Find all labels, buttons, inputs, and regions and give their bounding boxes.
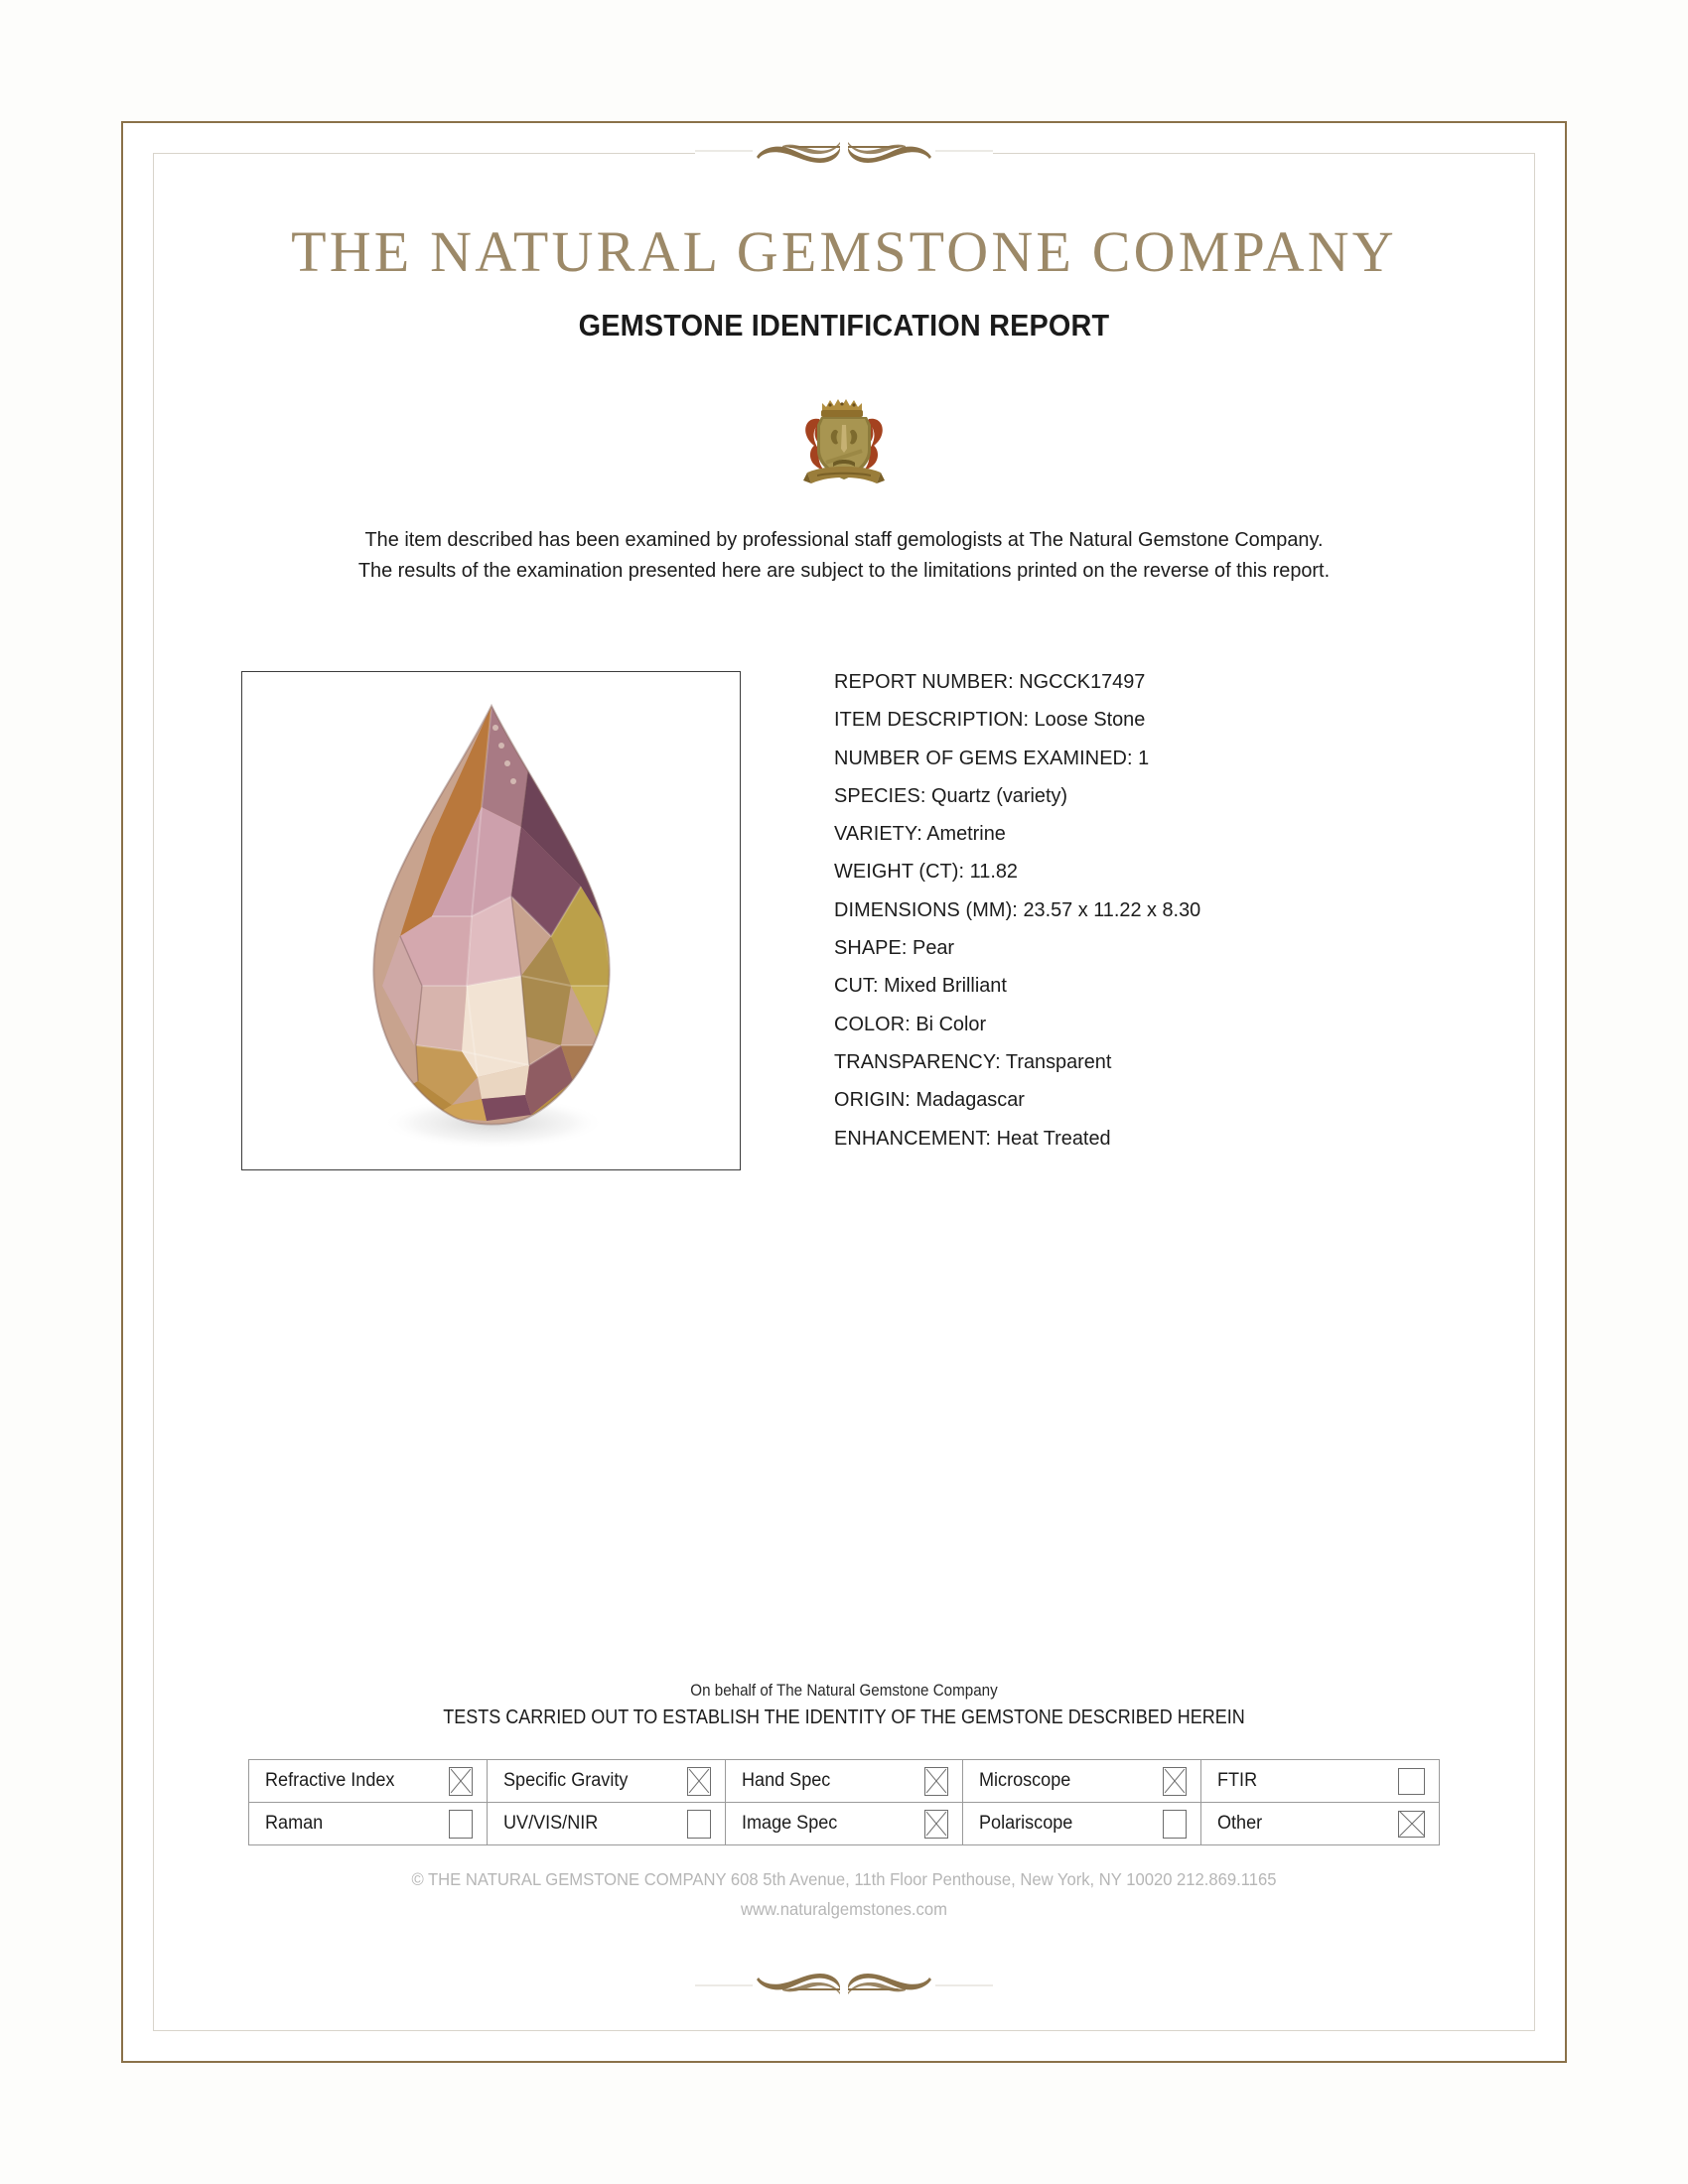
test-label: Microscope <box>979 1770 1071 1791</box>
spec-value: Heat Treated <box>996 1126 1111 1150</box>
bottom-flourish-ornament <box>695 1964 993 2007</box>
checkbox-polariscope[interactable] <box>1163 1809 1188 1839</box>
test-cell-microscope[interactable]: Microscope <box>962 1759 1202 1803</box>
spec-color: COLOR: Bi Color <box>834 1012 1431 1049</box>
report-title: GEMSTONE IDENTIFICATION REPORT <box>578 308 1110 342</box>
test-label: Image Spec <box>741 1813 837 1834</box>
on-behalf-line: On behalf of The Natural Gemstone Compan… <box>690 1682 998 1700</box>
spec-label: SPECIES: <box>834 783 926 807</box>
spec-value: 1 <box>1138 746 1150 769</box>
footer-website[interactable]: www.naturalgemstones.com <box>741 1899 947 1919</box>
spec-enhancement: ENHANCEMENT: Heat Treated <box>834 1126 1431 1163</box>
checkbox-specific-gravity[interactable] <box>686 1766 711 1796</box>
spec-report-number: REPORT NUMBER: NGCCK17497 <box>834 669 1431 707</box>
spec-origin: ORIGIN: Madagascar <box>834 1087 1431 1125</box>
spec-cut: CUT: Mixed Brilliant <box>834 973 1431 1011</box>
examination-disclaimer: The item described has been examined by … <box>26 524 1663 586</box>
spec-weight: WEIGHT (CT): 11.82 <box>834 859 1431 896</box>
checkbox-image-spec[interactable] <box>924 1809 949 1839</box>
spec-value: Quartz (variety) <box>931 783 1068 807</box>
spec-item-description: ITEM DESCRIPTION: Loose Stone <box>834 707 1431 745</box>
spec-number-of-gems: NUMBER OF GEMS EXAMINED: 1 <box>834 746 1431 783</box>
footer: © THE NATURAL GEMSTONE COMPANY 608 5th A… <box>43 1864 1646 1924</box>
spec-label: ORIGIN: <box>834 1088 911 1112</box>
spec-value: Loose Stone <box>1034 708 1146 732</box>
test-label: Other <box>1217 1813 1263 1834</box>
spec-label: VARIETY: <box>834 822 922 846</box>
footer-address: © THE NATURAL GEMSTONE COMPANY 608 5th A… <box>411 1869 1277 1889</box>
gemstone-photo-frame <box>241 671 741 1170</box>
table-row: Refractive Index Specific Gravity Hand S… <box>248 1759 1440 1803</box>
test-label: Polariscope <box>979 1813 1073 1834</box>
spec-label: REPORT NUMBER: <box>834 670 1014 693</box>
disclaimer-line-2: The results of the examination presented… <box>357 559 1331 582</box>
company-title: THE NATURAL GEMSTONE COMPANY <box>291 219 1397 284</box>
test-cell-other[interactable]: Other <box>1200 1802 1440 1845</box>
spec-value: 11.82 <box>969 860 1018 884</box>
spec-value: Ametrine <box>926 822 1006 846</box>
disclaimer-line-1: The item described has been examined by … <box>364 528 1324 551</box>
test-label: Specific Gravity <box>502 1770 629 1791</box>
table-row: Raman UV/VIS/NIR Image Spec Polariscope <box>248 1802 1440 1845</box>
checkbox-uv-vis-nir[interactable] <box>686 1809 711 1839</box>
test-cell-specific-gravity[interactable]: Specific Gravity <box>486 1759 726 1803</box>
spec-dimensions: DIMENSIONS (MM): 23.57 x 11.22 x 8.30 <box>834 897 1431 935</box>
test-cell-refractive-index[interactable]: Refractive Index <box>248 1759 488 1803</box>
test-label: UV/VIS/NIR <box>502 1813 599 1834</box>
spec-label: ENHANCEMENT: <box>834 1126 992 1150</box>
spec-value: Transparent <box>1005 1049 1112 1073</box>
spec-value: NGCCK17497 <box>1019 670 1146 693</box>
checkbox-refractive-index[interactable] <box>448 1766 473 1796</box>
checkbox-raman[interactable] <box>448 1809 473 1839</box>
test-label: Raman <box>265 1813 324 1834</box>
spec-shape: SHAPE: Pear <box>834 935 1431 973</box>
test-label: Hand Spec <box>741 1770 830 1791</box>
tests-table: Refractive Index Specific Gravity Hand S… <box>248 1759 1440 1845</box>
test-cell-ftir[interactable]: FTIR <box>1200 1759 1440 1803</box>
spec-value: 23.57 x 11.22 x 8.30 <box>1023 897 1201 921</box>
tests-heading: TESTS CARRIED OUT TO ESTABLISH THE IDENT… <box>443 1706 1245 1728</box>
spec-value: Mixed Brilliant <box>884 974 1007 998</box>
gemstone-specifications: REPORT NUMBER: NGCCK17497 ITEM DESCRIPTI… <box>834 669 1450 1163</box>
spec-value: Madagascar <box>915 1088 1025 1112</box>
test-cell-polariscope[interactable]: Polariscope <box>962 1802 1202 1845</box>
checkbox-ftir[interactable] <box>1398 1767 1425 1795</box>
heraldic-crest-icon <box>789 389 899 492</box>
top-flourish-ornament <box>695 129 993 173</box>
gemstone-photo <box>242 672 740 1169</box>
spec-transparency: TRANSPARENCY: Transparent <box>834 1049 1431 1087</box>
spec-species: SPECIES: Quartz (variety) <box>834 783 1431 821</box>
spec-value: Bi Color <box>915 1012 987 1035</box>
checkbox-hand-spec[interactable] <box>924 1766 949 1796</box>
test-cell-uv-vis-nir[interactable]: UV/VIS/NIR <box>486 1802 726 1845</box>
spec-label: NUMBER OF GEMS EXAMINED: <box>834 746 1133 769</box>
spec-value: Pear <box>913 936 955 960</box>
test-cell-hand-spec[interactable]: Hand Spec <box>724 1759 964 1803</box>
spec-label: COLOR: <box>834 1012 911 1035</box>
spec-label: WEIGHT (CT): <box>834 860 965 884</box>
test-label: Refractive Index <box>265 1770 395 1791</box>
test-label: FTIR <box>1217 1770 1258 1791</box>
test-cell-image-spec[interactable]: Image Spec <box>724 1802 964 1845</box>
spec-label: CUT: <box>834 974 879 998</box>
spec-variety: VARIETY: Ametrine <box>834 821 1431 859</box>
checkbox-microscope[interactable] <box>1163 1766 1188 1796</box>
spec-label: ITEM DESCRIPTION: <box>834 708 1030 732</box>
spec-label: DIMENSIONS (MM): <box>834 897 1018 921</box>
spec-label: TRANSPARENCY: <box>834 1049 1001 1073</box>
test-cell-raman[interactable]: Raman <box>248 1802 488 1845</box>
checkbox-other[interactable] <box>1398 1810 1425 1838</box>
spec-label: SHAPE: <box>834 936 908 960</box>
